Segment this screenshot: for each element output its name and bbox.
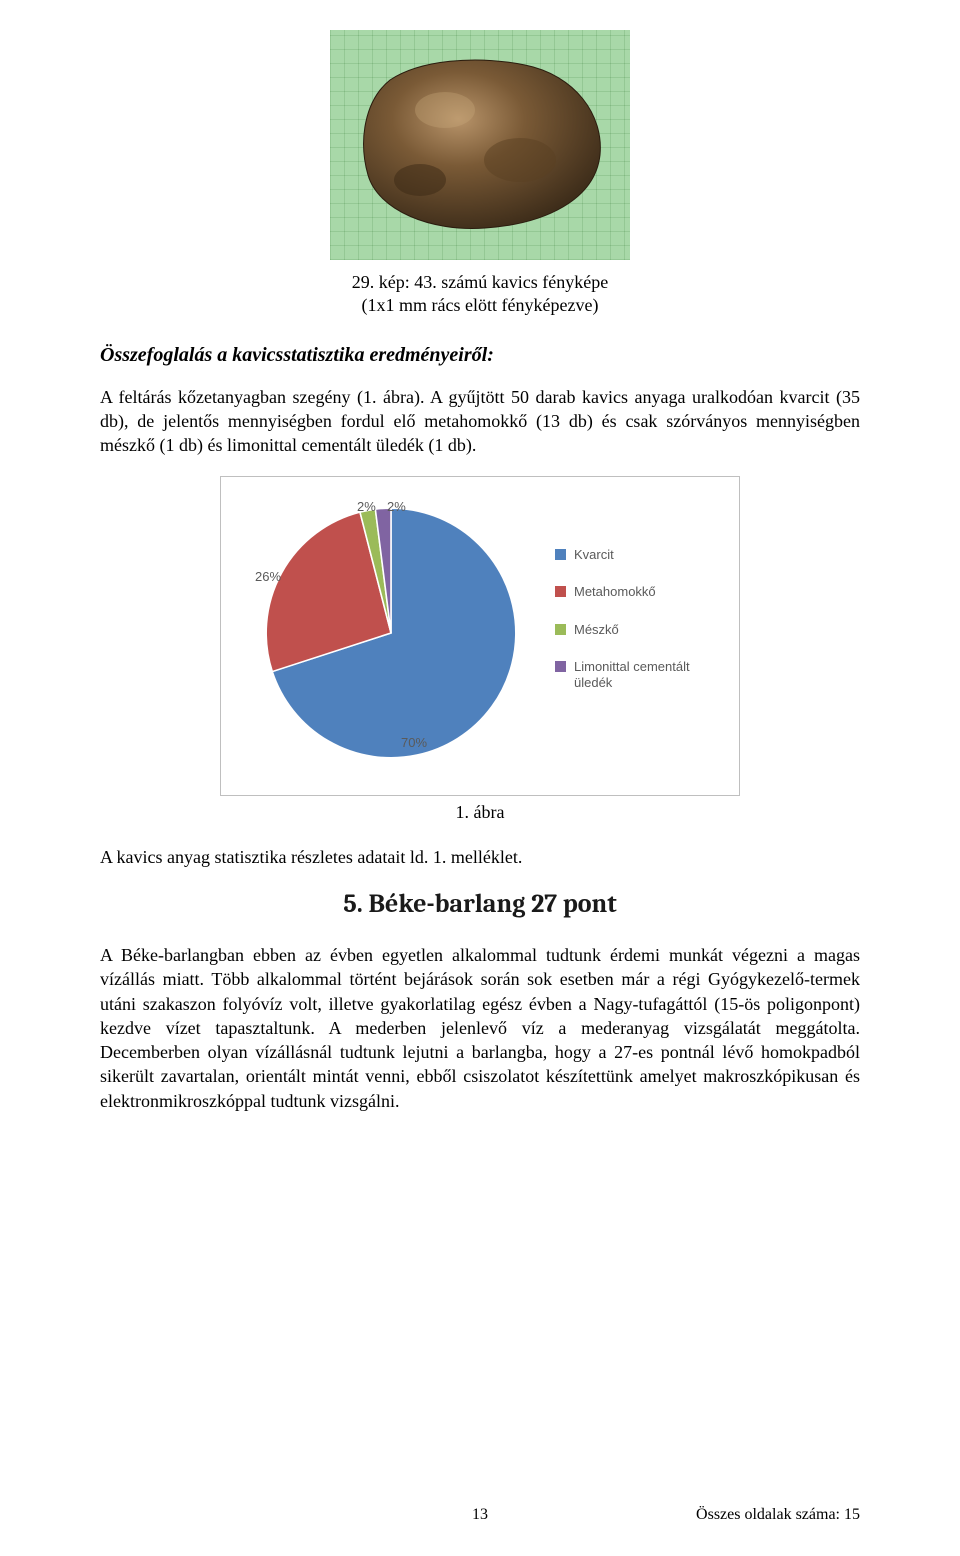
legend-label-2: Mészkő [574, 622, 619, 638]
legend-swatch-2 [555, 624, 566, 635]
pie-chart: 70%26%2%2% [261, 503, 521, 763]
legend-swatch-3 [555, 661, 566, 672]
rock-shape-svg [350, 50, 610, 240]
photo-caption-line2: (1x1 mm rács elött fényképezve) [362, 295, 599, 315]
paragraph-2: A kavics anyag statisztika részletes ada… [100, 845, 860, 869]
legend-item-2: Mészkő [555, 622, 725, 638]
pie-pct-label-0: 70% [401, 735, 427, 750]
pie-svg [261, 503, 521, 763]
section-heading: 5. Béke-barlang 27 pont [100, 889, 860, 919]
section-title: Összefoglalás a kavicsstatisztika eredmé… [100, 344, 860, 367]
rock-photo-figure: 29. kép: 43. számú kavics fényképe (1x1 … [100, 30, 860, 318]
figure-caption: 1. ábra [100, 802, 860, 823]
paragraph-1: A feltárás kőzetanyagban szegény (1. ábr… [100, 385, 860, 458]
legend-label-1: Metahomokkő [574, 584, 656, 600]
legend-swatch-1 [555, 586, 566, 597]
pie-chart-container: 70%26%2%2% KvarcitMetahomokkőMészkőLimon… [220, 476, 740, 796]
paragraph-3: A Béke-barlangban ebben az évben egyetle… [100, 943, 860, 1113]
pie-pct-label-3: 2% [387, 499, 406, 514]
legend-item-1: Metahomokkő [555, 584, 725, 600]
legend-label-3: Limonittal cementált üledék [574, 659, 725, 690]
rock-photo [330, 30, 630, 260]
photo-caption-line1: 29. kép: 43. számú kavics fényképe [352, 272, 608, 292]
chart-legend: Kvarcit Metahomokkő Mészkő Limonittal cemen… [555, 547, 725, 713]
legend-item-3: Limonittal cementált üledék [555, 659, 725, 690]
legend-swatch-0 [555, 549, 566, 560]
pie-pct-label-1: 26% [255, 569, 281, 584]
page-footer: 13 Összes oldalak száma: 15 [100, 1506, 860, 1524]
footer-total-pages: Összes oldalak száma: 15 [696, 1506, 860, 1524]
pie-pct-label-2: 2% [357, 499, 376, 514]
legend-label-0: Kvarcit [574, 547, 614, 563]
photo-caption: 29. kép: 43. számú kavics fényképe (1x1 … [100, 271, 860, 318]
legend-item-0: Kvarcit [555, 547, 725, 563]
